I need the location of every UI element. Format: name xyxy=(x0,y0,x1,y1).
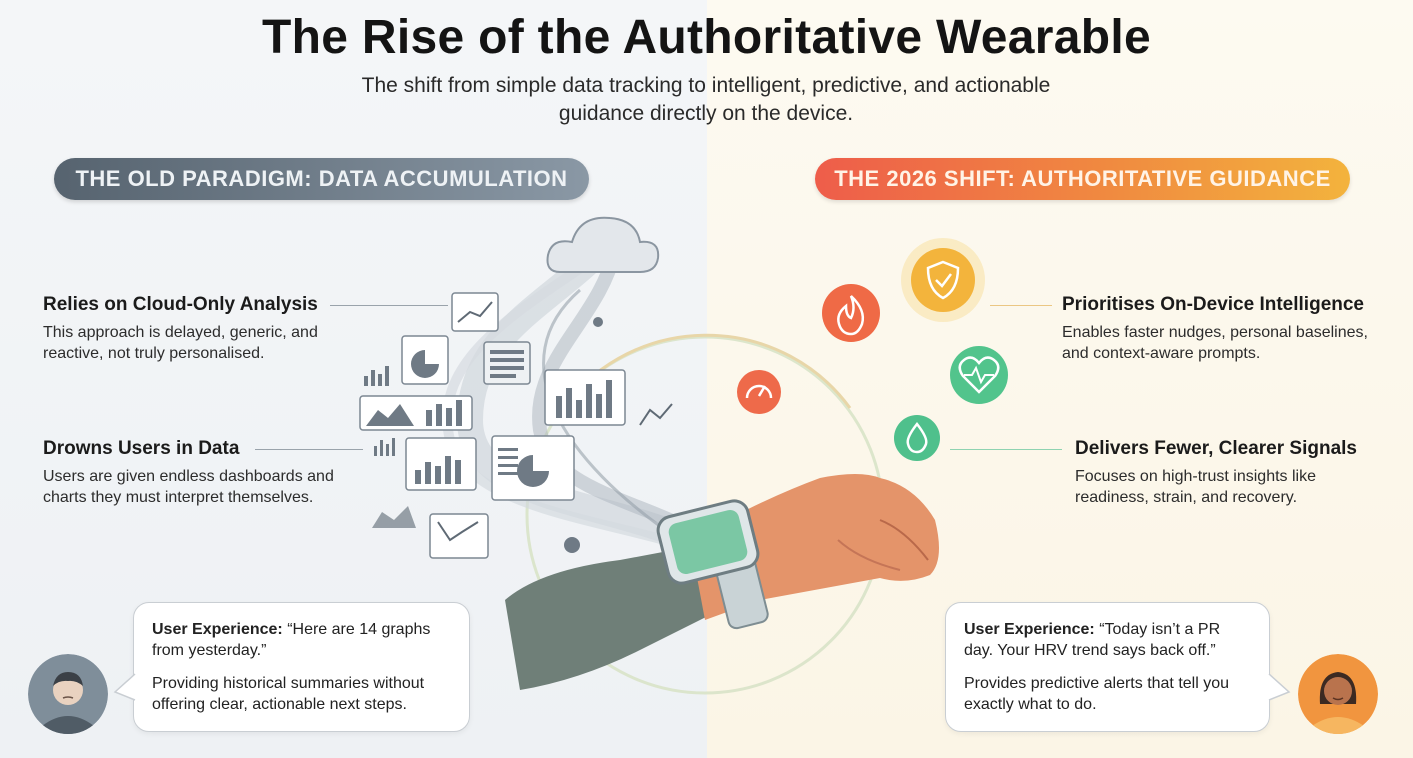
leader-line xyxy=(330,305,448,306)
flame-icon xyxy=(822,284,880,342)
feature-title: Prioritises On-Device Intelligence xyxy=(1062,294,1364,315)
experience-label: User Experience: xyxy=(964,621,1095,638)
feature-title: Relies on Cloud-Only Analysis xyxy=(43,294,318,315)
experience-quote: “Today isn’t a PR day. Your HRV trend sa… xyxy=(964,621,1221,659)
leader-line xyxy=(950,449,1062,450)
feature-text: This approach is delayed, generic, and r… xyxy=(43,324,318,362)
cloud-icon xyxy=(546,216,660,273)
experience-text: Provides predictive alerts that tell you… xyxy=(964,675,1230,713)
feature-title: Drowns Users in Data xyxy=(43,438,240,459)
feature-text: Enables faster nudges, personal baseline… xyxy=(1062,324,1368,362)
experience-quote: “Here are 14 graphs from yesterday.” xyxy=(152,621,431,659)
shield-check-icon xyxy=(901,238,985,322)
heart-pulse-icon xyxy=(950,346,1008,404)
feature-title: Delivers Fewer, Clearer Signals xyxy=(1075,438,1357,459)
bubble-tail xyxy=(1268,673,1291,701)
gauge-icon xyxy=(737,370,781,414)
experience-label: User Experience: xyxy=(152,621,283,638)
leader-line xyxy=(990,305,1052,306)
drop-icon xyxy=(894,415,940,461)
old-user-experience-bubble: User Experience: “Here are 14 graphs fro… xyxy=(133,602,470,732)
avatar xyxy=(28,654,108,734)
leader-line xyxy=(255,449,363,450)
page-title: The Rise of the Authoritative Wearable xyxy=(262,11,1151,64)
new-shift-heading: THE 2026 SHIFT: AUTHORITATIVE GUIDANCE xyxy=(815,158,1350,200)
old-paradigm-heading: THE OLD PARADIGM: DATA ACCUMULATION xyxy=(54,158,589,200)
new-user-experience-bubble: User Experience: “Today isn’t a PR day. … xyxy=(945,602,1270,732)
feature-text: Users are given endless dashboards and c… xyxy=(43,468,334,506)
avatar xyxy=(1298,654,1378,734)
page-subtitle: The shift from simple data tracking to i… xyxy=(361,74,1051,125)
smartwatch-icon xyxy=(656,499,769,630)
experience-text: Providing historical summaries without o… xyxy=(152,675,425,713)
feature-text: Focuses on high-trust insights like read… xyxy=(1075,468,1316,506)
bubble-tail xyxy=(113,673,136,701)
